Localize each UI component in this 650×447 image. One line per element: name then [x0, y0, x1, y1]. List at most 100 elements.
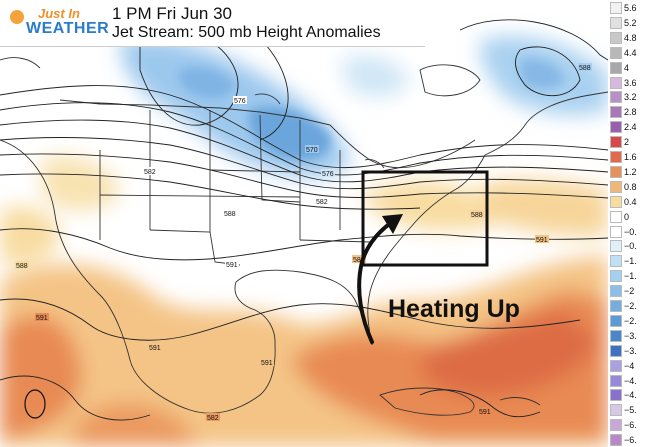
legend-swatch [610, 285, 622, 298]
legend-swatch [610, 225, 622, 238]
legend-label: −1. [624, 271, 637, 282]
legend-label: −2. [624, 315, 637, 326]
legend-label: 2.8 [624, 107, 637, 118]
contour-label: 588 [471, 212, 483, 219]
logo-text-top: Just In [38, 6, 80, 21]
legend-swatch [610, 434, 622, 447]
legend-entry: 1.6 [608, 151, 650, 163]
color-legend: 5.6 5.2 4.8 4.4 4 3.6 3.2 2.8 2.4 2 1.6 1.2 0.8 0.4 0 −… [608, 0, 650, 447]
contour-label: 582 [144, 169, 156, 176]
legend-label: 5.2 [624, 17, 637, 28]
contour-label: 588 [353, 257, 365, 264]
legend-label: 5.6 [624, 3, 637, 13]
legend-entry: −6. [608, 419, 650, 432]
legend-label: −0. [624, 226, 637, 237]
legend-label: 1.2 [624, 166, 637, 177]
legend-swatch [610, 76, 622, 89]
legend-label: −4. [624, 375, 637, 386]
legend-label: 2 [624, 137, 630, 148]
contour-label: 591 [36, 315, 48, 322]
legend-entry: −4. [608, 374, 650, 387]
legend-swatch [610, 404, 622, 417]
legend-swatch [610, 165, 622, 178]
legend-swatch [610, 255, 622, 268]
contour-label: 591 [226, 262, 238, 269]
map-header: Just In WEATHER 1 PM Fri Jun 30 Jet Stre… [0, 0, 425, 47]
legend-entry: 2.4 [608, 121, 650, 134]
highlight-box [361, 170, 489, 267]
sun-icon [10, 10, 24, 24]
contour-label-group: 576 570 576 582 582 588 588 588 588 591 … [15, 63, 592, 422]
legend-label: 0.8 [624, 181, 637, 192]
legend-entry: 2.8 [608, 106, 650, 119]
legend-entry: 4.4 [608, 46, 650, 59]
legend-swatch [610, 419, 622, 432]
contour-label: 591 [479, 409, 491, 416]
legend-entry: 1.2 [608, 165, 650, 178]
legend-swatch [610, 389, 622, 402]
legend-swatch [610, 359, 622, 372]
legend-swatch [610, 16, 622, 29]
legend-label: 0 [624, 211, 630, 222]
legend-entry: 3.2 [608, 91, 650, 104]
legend-entry: 3.6 [608, 76, 650, 89]
legend-entry: −4 [608, 359, 650, 372]
legend-label: −5. [624, 405, 637, 416]
legend-swatch [610, 180, 622, 193]
legend-entry: −1. [608, 270, 650, 283]
legend-swatch [610, 300, 622, 312]
legend-entry: −2. [608, 314, 650, 327]
legend-entry: 5.2 [608, 16, 650, 29]
legend-label: 4.4 [624, 47, 637, 58]
legend-entry: −2. [608, 300, 650, 312]
legend-label: 3.2 [624, 92, 637, 103]
heating-up-label: Heating Up [388, 295, 520, 323]
coastlines [0, 14, 609, 416]
contour-label: 582 [316, 199, 328, 206]
legend-swatch [610, 61, 622, 74]
legend-label: 0.4 [624, 196, 637, 207]
legend-swatch [610, 329, 622, 342]
legend-entry: 0 [608, 210, 650, 223]
contour-label: 591 [149, 345, 161, 352]
legend-entry: −3. [608, 344, 650, 357]
contour-label: 570 [306, 147, 318, 154]
legend-entry: −4. [608, 389, 650, 402]
legend-entry: −6. [608, 434, 650, 447]
legend-entry: −0. [608, 240, 650, 253]
legend-entry: −3. [608, 329, 650, 342]
contour-label: 588 [224, 211, 236, 218]
legend-label: 2.4 [624, 122, 637, 133]
legend-swatch [610, 374, 622, 387]
map-title: Jet Stream: 500 mb Height Anomalies [112, 24, 381, 41]
legend-swatch [610, 151, 622, 163]
just-in-weather-logo: Just In WEATHER [8, 6, 109, 40]
contour-label: 591 [536, 237, 548, 244]
legend-entry: 4.8 [608, 31, 650, 44]
legend-label: 3.6 [624, 77, 637, 88]
legend-swatch [610, 270, 622, 283]
contour-label: 576 [322, 171, 334, 178]
legend-entry: −1. [608, 255, 650, 268]
contour-label: 588 [579, 65, 591, 72]
legend-entry: 4 [608, 61, 650, 74]
closed-contour [24, 389, 46, 419]
legend-swatch [610, 240, 622, 253]
legend-swatch [610, 314, 622, 327]
legend-label: −0. [624, 241, 637, 252]
legend-label: 4.8 [624, 32, 637, 43]
curved-arrow [357, 214, 403, 344]
legend-label: −3. [624, 345, 637, 356]
legend-entry: −2 [608, 285, 650, 298]
legend-swatch [610, 106, 622, 119]
legend-swatch [610, 210, 622, 223]
contour-label: 591 [261, 360, 273, 367]
legend-label: −6. [624, 435, 637, 446]
anomaly-shading [0, 36, 608, 447]
legend-entry: 0.8 [608, 180, 650, 193]
legend-label: −1. [624, 256, 637, 267]
legend-entry: 2 [608, 136, 650, 149]
legend-label: −2. [624, 301, 637, 311]
legend-label: −4 [624, 360, 635, 371]
